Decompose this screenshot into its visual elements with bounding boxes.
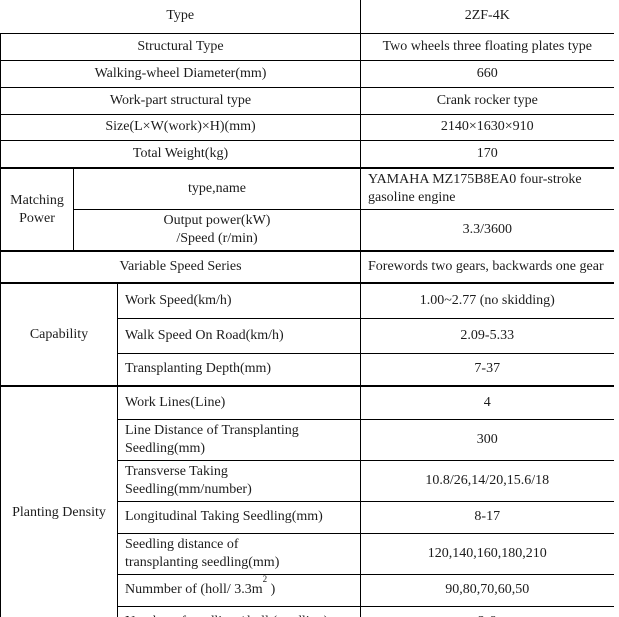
table-row: Number of seedling / holl (seedling) 2-8 (1, 605, 614, 617)
spec-label-line-distance: Line Distance of Transplanting Seedling(… (116, 418, 362, 461)
table-row: Walking-wheel Diameter(mm) 660 (0, 59, 614, 88)
spec-label-seedling-per-holl: Number of seedling / holl (seedling) (116, 605, 362, 617)
table-row: Structural Type Two wheels three floatin… (0, 32, 614, 61)
spec-value-type: 2ZF-4K (360, 0, 614, 34)
spec-value-total-weight: 170 (360, 139, 614, 169)
spec-value-engine-type-name: YAMAHA MZ175B8EA0 four-stroke gasoline e… (360, 167, 614, 210)
spec-value-work-part-structural-type: Crank rocker type (360, 86, 614, 115)
spec-value-work-speed: 1.00~2.77 (no skidding) (360, 282, 614, 319)
spec-value-transplanting-depth: 7-37 (360, 352, 614, 387)
spec-value-output-power-speed: 3.3/3600 (360, 209, 614, 252)
holl-label-close-paren: ) (267, 582, 276, 597)
spec-label-structural-type: Structural Type (0, 32, 362, 61)
table-row: Transverse Taking Seedling(mm/number) 10… (1, 459, 614, 502)
spec-label-output-power-speed: Output power(kW) /Speed (r/min) (72, 209, 362, 252)
spec-value-size: 2140×1630×910 (360, 113, 614, 141)
spec-label-walking-wheel-diameter: Walking-wheel Diameter(mm) (0, 59, 362, 88)
table-row: Work-part structural type Crank rocker t… (0, 86, 614, 115)
table-row: Matching Power type,name YAMAHA MZ175B8E… (0, 167, 614, 252)
holl-label-text: Nummber of (holl/ 3.3m (125, 582, 263, 597)
group-label-matching-power: Matching Power (0, 167, 74, 252)
spec-label-work-speed: Work Speed(km/h) (116, 282, 362, 319)
spec-label-engine-type-name: type,name (72, 167, 362, 210)
spec-label-total-weight: Total Weight(kg) (0, 139, 362, 169)
spec-label-longitudinal-taking-seedling: Longitudinal Taking Seedling(mm) (116, 500, 362, 534)
spec-label-size: Size(L×W(work)×H)(mm) (0, 113, 362, 141)
spec-value-walk-speed-on-road: 2.09-5.33 (360, 317, 614, 354)
spec-label-walk-speed-on-road: Walk Speed On Road(km/h) (116, 317, 362, 354)
table-row: Seedling distance of transplanting seedl… (1, 532, 614, 575)
table-row: Output power(kW) /Speed (r/min) 3.3/3600 (1, 209, 614, 252)
table-row: Line Distance of Transplanting Seedling(… (1, 418, 614, 461)
spec-value-seedling-distance: 120,140,160,180,210 (360, 532, 614, 575)
spec-label-work-lines: Work Lines(Line) (116, 385, 362, 420)
table-row: Size(L×W(work)×H)(mm) 2140×1630×910 (0, 113, 614, 141)
spec-value-work-lines: 4 (360, 385, 614, 420)
table-row: Longitudinal Taking Seedling(mm) 8-17 (1, 500, 614, 534)
table-row: Planting Density Work Lines(Line) 4 (0, 385, 614, 617)
spec-value-number-of-holl: 90,80,70,60,50 (360, 573, 614, 607)
table-row: Walk Speed On Road(km/h) 2.09-5.33 (1, 317, 614, 354)
spec-label-work-part-structural-type: Work-part structural type (0, 86, 362, 115)
spec-label-variable-speed-series: Variable Speed Series (0, 250, 362, 284)
table-row: Variable Speed Series Forewords two gear… (0, 250, 614, 284)
spec-value-transverse-taking-seedling: 10.8/26,14/20,15.6/18 (360, 459, 614, 502)
table-row: Type 2ZF-4K (0, 0, 614, 34)
holl-label-superscript: 2 (262, 574, 268, 585)
spec-label-number-of-holl: Nummber of (holl/ 3.3m2 ) (116, 573, 362, 607)
spec-label-transplanting-depth: Transplanting Depth(mm) (116, 352, 362, 387)
spec-label-transverse-taking-seedling: Transverse Taking Seedling(mm/number) (116, 459, 362, 502)
spec-label-type: Type (0, 0, 362, 34)
spec-value-variable-speed-series: Forewords two gears, backwards one gear (360, 250, 614, 284)
spec-label-seedling-distance: Seedling distance of transplanting seedl… (116, 532, 362, 575)
table-row: Total Weight(kg) 170 (0, 139, 614, 169)
spec-value-walking-wheel-diameter: 660 (360, 59, 614, 88)
group-label-planting-density: Planting Density (0, 385, 118, 617)
group-label-capability: Capability (0, 282, 118, 387)
table-row: Capability Work Speed(km/h) 1.00~2.77 (n… (0, 282, 614, 387)
spec-value-line-distance: 300 (360, 418, 614, 461)
spec-value-seedling-per-holl: 2-8 (360, 605, 614, 617)
spec-value-longitudinal-taking-seedling: 8-17 (360, 500, 614, 534)
spec-value-structural-type: Two wheels three floating plates type (360, 32, 614, 61)
